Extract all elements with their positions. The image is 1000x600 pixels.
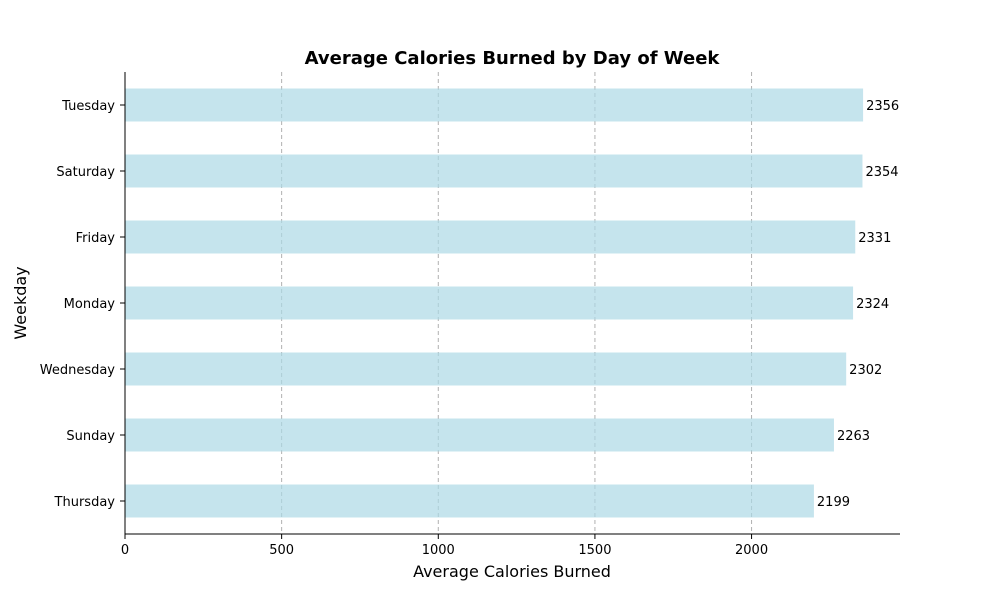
bar-thursday <box>125 484 814 518</box>
y-axis-title: Weekday <box>11 266 30 339</box>
data-label-friday: 2331 <box>858 231 891 246</box>
data-label-saturday: 2354 <box>865 165 898 180</box>
x-ticks: 0 500 1000 1500 2000 <box>121 534 768 558</box>
y-tick-label-monday: Monday <box>64 297 116 312</box>
y-tick-label-tuesday: Tuesday <box>61 99 115 114</box>
x-axis-title: Average Calories Burned <box>413 562 611 581</box>
x-tick-label: 500 <box>269 543 294 558</box>
data-label-monday: 2324 <box>856 297 889 312</box>
y-tick-label-wednesday: Wednesday <box>40 363 116 378</box>
y-ticks: Tuesday Saturday Friday Monday Wednesday Sund… <box>40 99 125 510</box>
y-tick-label-sunday: Sunday <box>66 429 115 444</box>
y-tick-label-saturday: Saturday <box>56 165 115 180</box>
x-tick-label: 0 <box>121 543 129 558</box>
x-tick-label: 2000 <box>735 543 768 558</box>
data-label-thursday: 2199 <box>817 495 850 510</box>
data-label-sunday: 2263 <box>837 429 870 444</box>
bar-wednesday <box>125 352 847 386</box>
bar-saturday <box>125 154 863 188</box>
bars <box>125 88 864 518</box>
bar-tuesday <box>125 88 864 122</box>
x-tick-label: 1000 <box>422 543 455 558</box>
data-label-wednesday: 2302 <box>849 363 882 378</box>
bar-sunday <box>125 418 834 452</box>
chart-title: Average Calories Burned by Day of Week <box>305 48 721 69</box>
x-tick-label: 1500 <box>578 543 611 558</box>
data-label-tuesday: 2356 <box>866 99 899 114</box>
bar-monday <box>125 286 854 320</box>
y-tick-label-thursday: Thursday <box>54 495 116 510</box>
bar-friday <box>125 220 856 254</box>
y-tick-label-friday: Friday <box>76 231 116 246</box>
data-labels: 2356 2354 2331 2324 2302 2263 2199 <box>817 99 899 510</box>
